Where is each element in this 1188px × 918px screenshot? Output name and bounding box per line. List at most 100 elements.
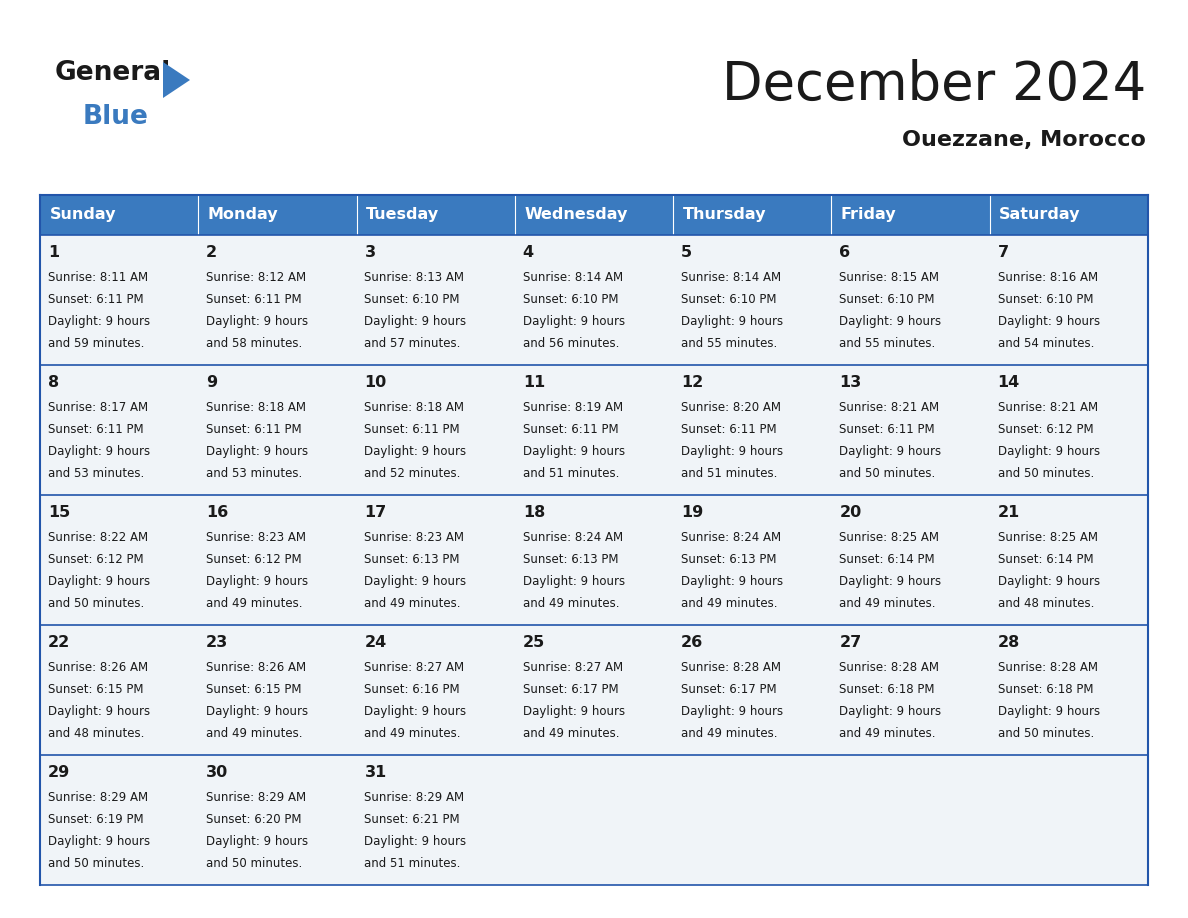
- Bar: [514, 495, 674, 625]
- Bar: [40, 235, 198, 365]
- Text: Daylight: 9 hours: Daylight: 9 hours: [523, 315, 625, 328]
- Text: 18: 18: [523, 505, 545, 520]
- Text: Sunset: 6:17 PM: Sunset: 6:17 PM: [681, 683, 777, 696]
- Text: 26: 26: [681, 635, 703, 650]
- Bar: [40, 755, 198, 885]
- Text: Daylight: 9 hours: Daylight: 9 hours: [998, 315, 1100, 328]
- Text: Sunrise: 8:21 AM: Sunrise: 8:21 AM: [998, 401, 1098, 414]
- Text: Daylight: 9 hours: Daylight: 9 hours: [207, 315, 309, 328]
- Bar: [832, 495, 990, 625]
- Text: 27: 27: [840, 635, 861, 650]
- Text: Sunrise: 8:23 AM: Sunrise: 8:23 AM: [207, 531, 307, 544]
- Text: 20: 20: [840, 505, 861, 520]
- Text: 21: 21: [998, 505, 1019, 520]
- Text: Daylight: 9 hours: Daylight: 9 hours: [681, 575, 783, 588]
- Text: Sunrise: 8:14 AM: Sunrise: 8:14 AM: [523, 271, 623, 284]
- Text: Sunset: 6:18 PM: Sunset: 6:18 PM: [840, 683, 935, 696]
- Bar: [674, 235, 832, 365]
- Text: Sunset: 6:15 PM: Sunset: 6:15 PM: [207, 683, 302, 696]
- Bar: [514, 755, 674, 885]
- Text: and 49 minutes.: and 49 minutes.: [207, 597, 303, 610]
- Text: Blue: Blue: [83, 104, 148, 130]
- Text: and 51 minutes.: and 51 minutes.: [681, 467, 777, 480]
- Text: 17: 17: [365, 505, 387, 520]
- Bar: [198, 365, 356, 495]
- Bar: [198, 195, 356, 235]
- Bar: [356, 365, 514, 495]
- Text: Sunset: 6:14 PM: Sunset: 6:14 PM: [998, 553, 1093, 566]
- Text: Sunset: 6:13 PM: Sunset: 6:13 PM: [523, 553, 618, 566]
- Text: Daylight: 9 hours: Daylight: 9 hours: [207, 445, 309, 458]
- Text: Daylight: 9 hours: Daylight: 9 hours: [840, 445, 941, 458]
- Text: Daylight: 9 hours: Daylight: 9 hours: [365, 445, 467, 458]
- Text: Saturday: Saturday: [999, 207, 1081, 222]
- Text: Daylight: 9 hours: Daylight: 9 hours: [207, 705, 309, 718]
- Text: 9: 9: [207, 375, 217, 390]
- Text: Daylight: 9 hours: Daylight: 9 hours: [681, 445, 783, 458]
- Text: 23: 23: [207, 635, 228, 650]
- Text: Sunset: 6:11 PM: Sunset: 6:11 PM: [48, 423, 144, 436]
- Text: 14: 14: [998, 375, 1019, 390]
- Text: Sunrise: 8:28 AM: Sunrise: 8:28 AM: [998, 661, 1098, 674]
- Bar: [40, 195, 198, 235]
- Text: and 50 minutes.: and 50 minutes.: [998, 727, 1094, 740]
- Text: Sunset: 6:11 PM: Sunset: 6:11 PM: [48, 293, 144, 306]
- Text: Daylight: 9 hours: Daylight: 9 hours: [998, 705, 1100, 718]
- Text: Daylight: 9 hours: Daylight: 9 hours: [523, 705, 625, 718]
- Text: and 49 minutes.: and 49 minutes.: [523, 727, 619, 740]
- Text: Daylight: 9 hours: Daylight: 9 hours: [365, 315, 467, 328]
- Text: 28: 28: [998, 635, 1019, 650]
- Text: Sunrise: 8:28 AM: Sunrise: 8:28 AM: [840, 661, 940, 674]
- Text: Sunrise: 8:26 AM: Sunrise: 8:26 AM: [207, 661, 307, 674]
- Text: Sunset: 6:10 PM: Sunset: 6:10 PM: [998, 293, 1093, 306]
- Text: 5: 5: [681, 245, 693, 260]
- Bar: [832, 755, 990, 885]
- Bar: [514, 625, 674, 755]
- Text: and 48 minutes.: and 48 minutes.: [998, 597, 1094, 610]
- Text: Sunset: 6:11 PM: Sunset: 6:11 PM: [523, 423, 619, 436]
- Bar: [198, 495, 356, 625]
- Text: and 59 minutes.: and 59 minutes.: [48, 337, 144, 350]
- Bar: [40, 365, 198, 495]
- Bar: [356, 755, 514, 885]
- Text: Sunrise: 8:27 AM: Sunrise: 8:27 AM: [365, 661, 465, 674]
- Text: and 49 minutes.: and 49 minutes.: [207, 727, 303, 740]
- Text: Daylight: 9 hours: Daylight: 9 hours: [48, 575, 150, 588]
- Bar: [674, 755, 832, 885]
- Text: Daylight: 9 hours: Daylight: 9 hours: [207, 575, 309, 588]
- Bar: [832, 365, 990, 495]
- Text: 31: 31: [365, 765, 387, 780]
- Text: Sunrise: 8:12 AM: Sunrise: 8:12 AM: [207, 271, 307, 284]
- Text: Daylight: 9 hours: Daylight: 9 hours: [48, 315, 150, 328]
- Bar: [198, 755, 356, 885]
- Text: Sunset: 6:11 PM: Sunset: 6:11 PM: [681, 423, 777, 436]
- Text: and 55 minutes.: and 55 minutes.: [840, 337, 936, 350]
- Text: Sunrise: 8:20 AM: Sunrise: 8:20 AM: [681, 401, 781, 414]
- Text: Sunrise: 8:22 AM: Sunrise: 8:22 AM: [48, 531, 148, 544]
- Text: and 55 minutes.: and 55 minutes.: [681, 337, 777, 350]
- Text: Sunset: 6:20 PM: Sunset: 6:20 PM: [207, 813, 302, 826]
- Text: 2: 2: [207, 245, 217, 260]
- Text: Daylight: 9 hours: Daylight: 9 hours: [48, 445, 150, 458]
- Bar: [674, 365, 832, 495]
- Text: Sunset: 6:12 PM: Sunset: 6:12 PM: [207, 553, 302, 566]
- Text: 6: 6: [840, 245, 851, 260]
- Bar: [198, 235, 356, 365]
- Text: and 49 minutes.: and 49 minutes.: [840, 597, 936, 610]
- Text: Sunset: 6:10 PM: Sunset: 6:10 PM: [840, 293, 935, 306]
- Text: Sunset: 6:12 PM: Sunset: 6:12 PM: [998, 423, 1093, 436]
- Text: Daylight: 9 hours: Daylight: 9 hours: [998, 445, 1100, 458]
- Text: Sunrise: 8:29 AM: Sunrise: 8:29 AM: [365, 791, 465, 804]
- Bar: [40, 625, 198, 755]
- Bar: [514, 365, 674, 495]
- Text: Sunrise: 8:16 AM: Sunrise: 8:16 AM: [998, 271, 1098, 284]
- Text: 30: 30: [207, 765, 228, 780]
- Polygon shape: [163, 62, 190, 98]
- Bar: [198, 625, 356, 755]
- Text: 10: 10: [365, 375, 387, 390]
- Text: 3: 3: [365, 245, 375, 260]
- Text: Wednesday: Wednesday: [524, 207, 627, 222]
- Bar: [514, 235, 674, 365]
- Text: 12: 12: [681, 375, 703, 390]
- Text: Monday: Monday: [208, 207, 278, 222]
